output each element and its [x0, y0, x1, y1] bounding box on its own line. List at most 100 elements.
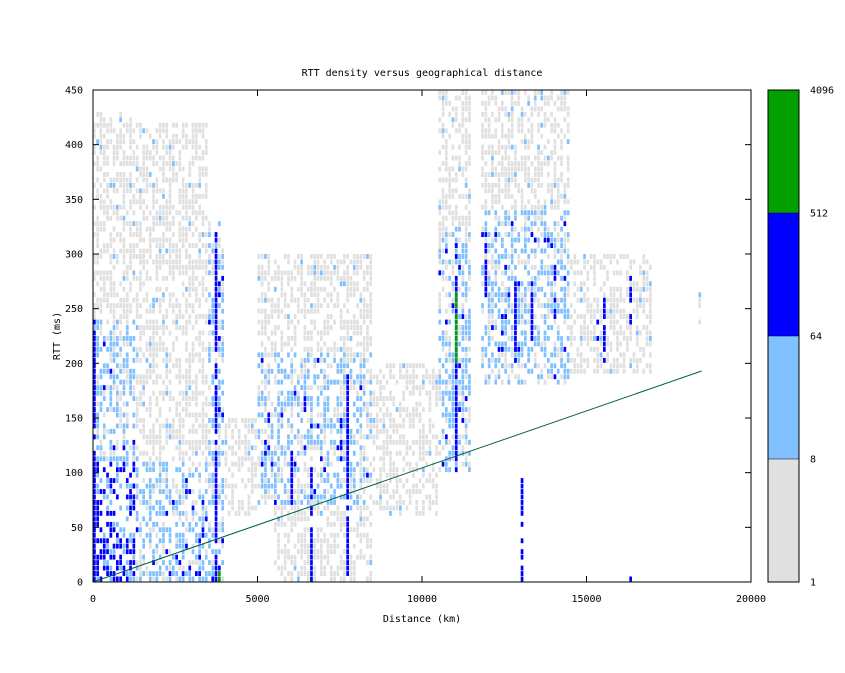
heatmap-cell	[537, 237, 540, 243]
heatmap-cell	[507, 166, 511, 172]
heatmap-cell	[106, 172, 109, 177]
heatmap-cell	[497, 357, 501, 363]
heatmap-cell	[622, 314, 626, 319]
heatmap-cell	[326, 254, 330, 259]
heatmap-cell	[517, 182, 521, 188]
heatmap-cell	[316, 292, 320, 298]
heatmap-cell	[461, 264, 465, 270]
heatmap-cell	[626, 254, 629, 259]
heatmap-dense-cell	[310, 527, 313, 533]
heatmap-dense-cell	[214, 254, 218, 259]
heatmap-cell	[129, 172, 132, 177]
heatmap-cell	[537, 106, 540, 112]
heatmap-cell	[563, 308, 567, 314]
heatmap-cell	[112, 210, 116, 216]
heatmap-cell	[326, 407, 330, 412]
heatmap-cell	[139, 560, 142, 565]
heatmap-cell	[517, 122, 521, 128]
heatmap-cell	[320, 560, 323, 565]
heatmap-cell	[303, 483, 307, 489]
heatmap-cell	[343, 445, 346, 451]
heatmap-cell	[122, 150, 126, 155]
heatmap-cell	[139, 576, 142, 582]
heatmap-cell	[329, 510, 333, 516]
heatmap-cell	[550, 352, 553, 358]
heatmap-cell	[323, 401, 326, 407]
heatmap-cell	[382, 456, 386, 462]
heatmap-cell	[366, 538, 369, 544]
heatmap-dense-cell	[214, 308, 218, 314]
heatmap-cell	[250, 467, 254, 473]
heatmap-cell	[412, 472, 415, 478]
heatmap-cell	[395, 500, 399, 505]
heatmap-cell	[201, 292, 205, 298]
heatmap-cell	[165, 461, 169, 467]
heatmap-cell	[218, 489, 221, 494]
heatmap-cell	[112, 527, 116, 533]
heatmap-cell	[517, 303, 521, 309]
heatmap-cell	[339, 412, 343, 418]
heatmap-cell	[359, 297, 363, 303]
heatmap-cell	[501, 363, 504, 369]
heatmap-cell	[428, 423, 432, 429]
heatmap-cell	[135, 494, 139, 500]
heatmap-cell	[204, 379, 208, 385]
heatmap-cell	[106, 215, 109, 221]
heatmap-cell	[520, 139, 524, 145]
heatmap-cell	[635, 297, 639, 303]
heatmap-cell	[125, 450, 129, 456]
heatmap-cell	[211, 571, 215, 576]
heatmap-cell	[145, 226, 149, 232]
heatmap-cell	[181, 122, 185, 128]
heatmap-cell	[510, 172, 514, 177]
heatmap-cell	[563, 368, 567, 374]
heatmap-cell	[461, 374, 465, 380]
heatmap-cell	[264, 472, 267, 478]
heatmap-cell	[195, 182, 198, 188]
heatmap-cell	[441, 90, 445, 95]
heatmap-cell	[102, 248, 106, 254]
heatmap-cell	[224, 423, 228, 429]
heatmap-cell	[267, 483, 271, 489]
heatmap-cell	[468, 139, 471, 145]
heatmap-cell	[204, 215, 208, 221]
heatmap-cell	[175, 325, 178, 330]
heatmap-cell	[165, 576, 169, 582]
heatmap-cell	[195, 155, 198, 161]
heatmap-cell	[260, 450, 264, 456]
heatmap-cell	[280, 281, 284, 287]
heatmap-cell	[96, 259, 99, 265]
heatmap-cell	[333, 510, 336, 516]
heatmap-cell	[122, 303, 126, 309]
heatmap-cell	[96, 565, 99, 571]
heatmap-cell	[109, 237, 113, 243]
heatmap-cell	[293, 565, 297, 571]
heatmap-cell	[178, 510, 182, 516]
heatmap-cell	[586, 363, 590, 369]
heatmap-cell	[287, 374, 290, 380]
heatmap-cell	[527, 237, 530, 243]
heatmap-cell	[481, 264, 484, 270]
heatmap-cell	[366, 467, 369, 473]
heatmap-cell	[399, 500, 402, 505]
heatmap-cell	[129, 390, 132, 396]
heatmap-cell	[191, 489, 195, 494]
heatmap-cell	[491, 319, 494, 325]
heatmap-dense-cell	[214, 385, 218, 391]
heatmap-cell	[191, 352, 195, 358]
heatmap-cell	[185, 489, 188, 494]
heatmap-cell	[576, 259, 580, 265]
heatmap-cell	[204, 248, 208, 254]
heatmap-cell	[125, 401, 129, 407]
heatmap-cell	[112, 303, 116, 309]
heatmap-cell	[181, 133, 185, 139]
heatmap-cell	[162, 571, 165, 576]
heatmap-cell	[563, 314, 567, 319]
heatmap-cell	[293, 401, 297, 407]
heatmap-cell	[399, 434, 402, 440]
heatmap-cell	[405, 478, 409, 483]
heatmap-cell	[172, 571, 175, 576]
heatmap-cell	[497, 297, 501, 303]
heatmap-cell	[181, 215, 185, 221]
heatmap-cell	[99, 374, 103, 380]
